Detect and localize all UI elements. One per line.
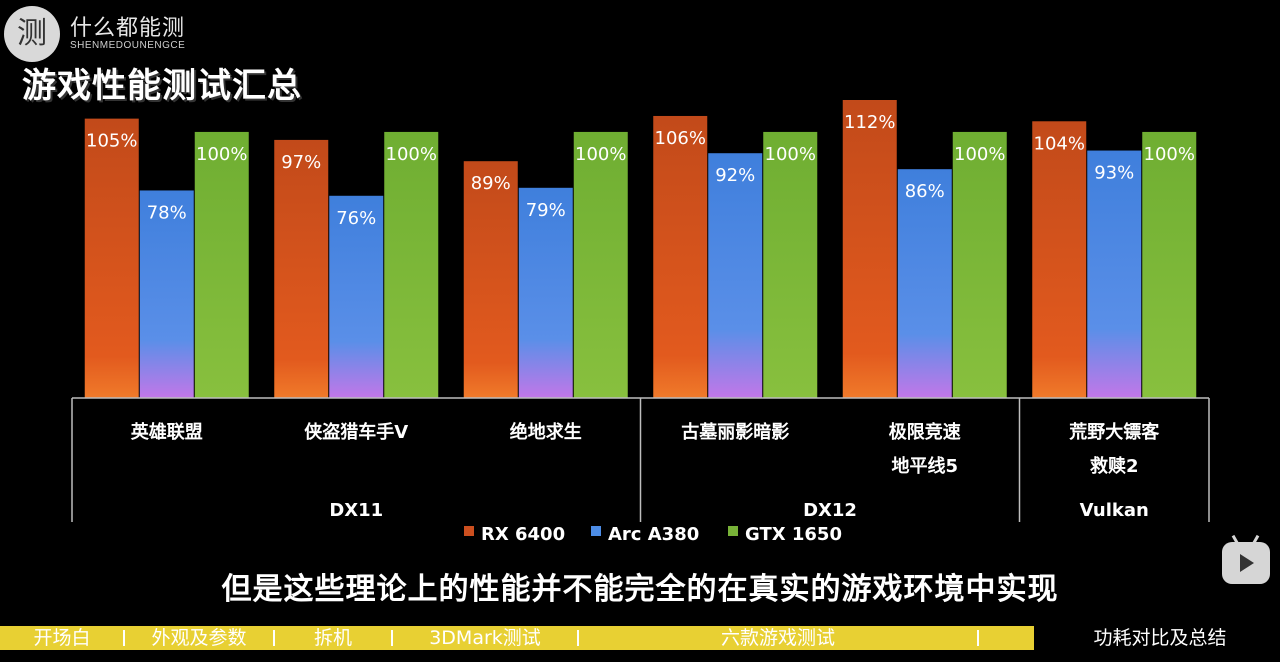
bilibili-play-icon[interactable] (1222, 534, 1270, 584)
data-label-5-2: 100% (1144, 144, 1195, 165)
bar-1-1 (329, 195, 384, 398)
data-label-2-1: 79% (526, 200, 566, 221)
data-label-3-0: 106% (655, 128, 706, 149)
chapter-separator (977, 630, 979, 646)
data-label-0-2: 100% (196, 144, 247, 165)
category-label-5: 救赎2 (1090, 455, 1139, 477)
channel-logo-icon: 测 (4, 6, 60, 62)
bar-3-1 (708, 153, 763, 398)
chapter-separator (123, 630, 125, 646)
bar-4-2 (952, 131, 1007, 398)
chapter-segment-1[interactable]: 外观及参数 (151, 627, 247, 649)
bar-3-0 (653, 115, 708, 398)
data-label-0-0: 105% (86, 131, 137, 152)
legend-label-1: Arc A380 (608, 524, 699, 545)
chapter-segment-4[interactable]: 六款游戏测试 (720, 627, 835, 649)
bar-1-0 (274, 139, 329, 399)
chapter-progress-bar[interactable] (0, 626, 1034, 650)
category-label-1: 侠盗猎车手V (304, 421, 408, 443)
bar-3-2 (763, 131, 818, 398)
data-label-3-2: 100% (765, 144, 816, 165)
data-label-1-0: 97% (281, 152, 321, 173)
chapter-segment-0[interactable]: 开场白 (33, 627, 91, 649)
data-label-1-2: 100% (386, 144, 437, 165)
legend-swatch-0 (464, 526, 474, 536)
chapter-separator (577, 630, 579, 646)
api-group-label-1: DX12 (803, 500, 857, 521)
legend-swatch-1 (591, 526, 601, 536)
category-label-0: 英雄联盟 (130, 421, 203, 443)
video-subtitle: 但是这些理论上的性能并不能完全的在真实的游戏环境中实现 (221, 572, 1059, 607)
channel-name: 什么都能测 (70, 16, 186, 41)
data-label-2-2: 100% (575, 144, 626, 165)
data-label-4-1: 86% (905, 181, 945, 202)
data-label-3-1: 92% (715, 165, 755, 186)
legend-label-2: GTX 1650 (745, 524, 842, 545)
data-label-0-1: 78% (147, 202, 187, 223)
bar-4-0 (842, 100, 897, 398)
bar-5-0 (1032, 121, 1087, 399)
data-label-4-2: 100% (954, 144, 1005, 165)
bar-0-0 (84, 118, 139, 398)
data-label-5-0: 104% (1034, 133, 1085, 154)
bar-0-1 (139, 190, 194, 398)
data-label-4-0: 112% (844, 112, 895, 133)
legend-label-0: RX 6400 (481, 524, 565, 545)
chapter-separator (273, 630, 275, 646)
chapter-segment-last[interactable]: 功耗对比及总结 (1093, 627, 1227, 649)
api-group-label-2: Vulkan (1080, 500, 1149, 521)
chapter-segment-3[interactable]: 3DMark测试 (429, 627, 541, 649)
bar-5-1 (1087, 150, 1142, 398)
channel-subname: SHENMEDOUNENGCE (70, 40, 186, 51)
category-label-5: 荒野大镖客 (1068, 421, 1160, 443)
bar-0-2 (194, 131, 249, 398)
category-label-2: 绝地求生 (510, 421, 582, 443)
category-label-4: 地平线5 (891, 455, 958, 477)
bar-chart: 105% 78% 100% 97% 76% 100% 89% 79% 100% 106% 92% 10… (71, 100, 1210, 545)
api-group-label-0: DX11 (329, 500, 383, 521)
bar-2-1 (518, 187, 573, 398)
chapter-segment-2[interactable]: 拆机 (313, 627, 352, 649)
bar-5-2 (1142, 131, 1197, 398)
bar-2-2 (573, 131, 628, 398)
category-label-4: 极限竞速 (889, 421, 961, 443)
category-label-3: 古墓丽影暗影 (681, 421, 789, 443)
data-label-2-0: 89% (471, 173, 511, 194)
bar-4-1 (897, 169, 952, 398)
data-label-1-1: 76% (336, 208, 376, 229)
data-label-5-1: 93% (1094, 163, 1134, 184)
bar-1-2 (384, 131, 439, 398)
legend-swatch-2 (728, 526, 738, 536)
bar-2-0 (463, 161, 518, 398)
chapter-separator (391, 630, 393, 646)
page-title: 游戏性能测试汇总 (22, 66, 302, 106)
